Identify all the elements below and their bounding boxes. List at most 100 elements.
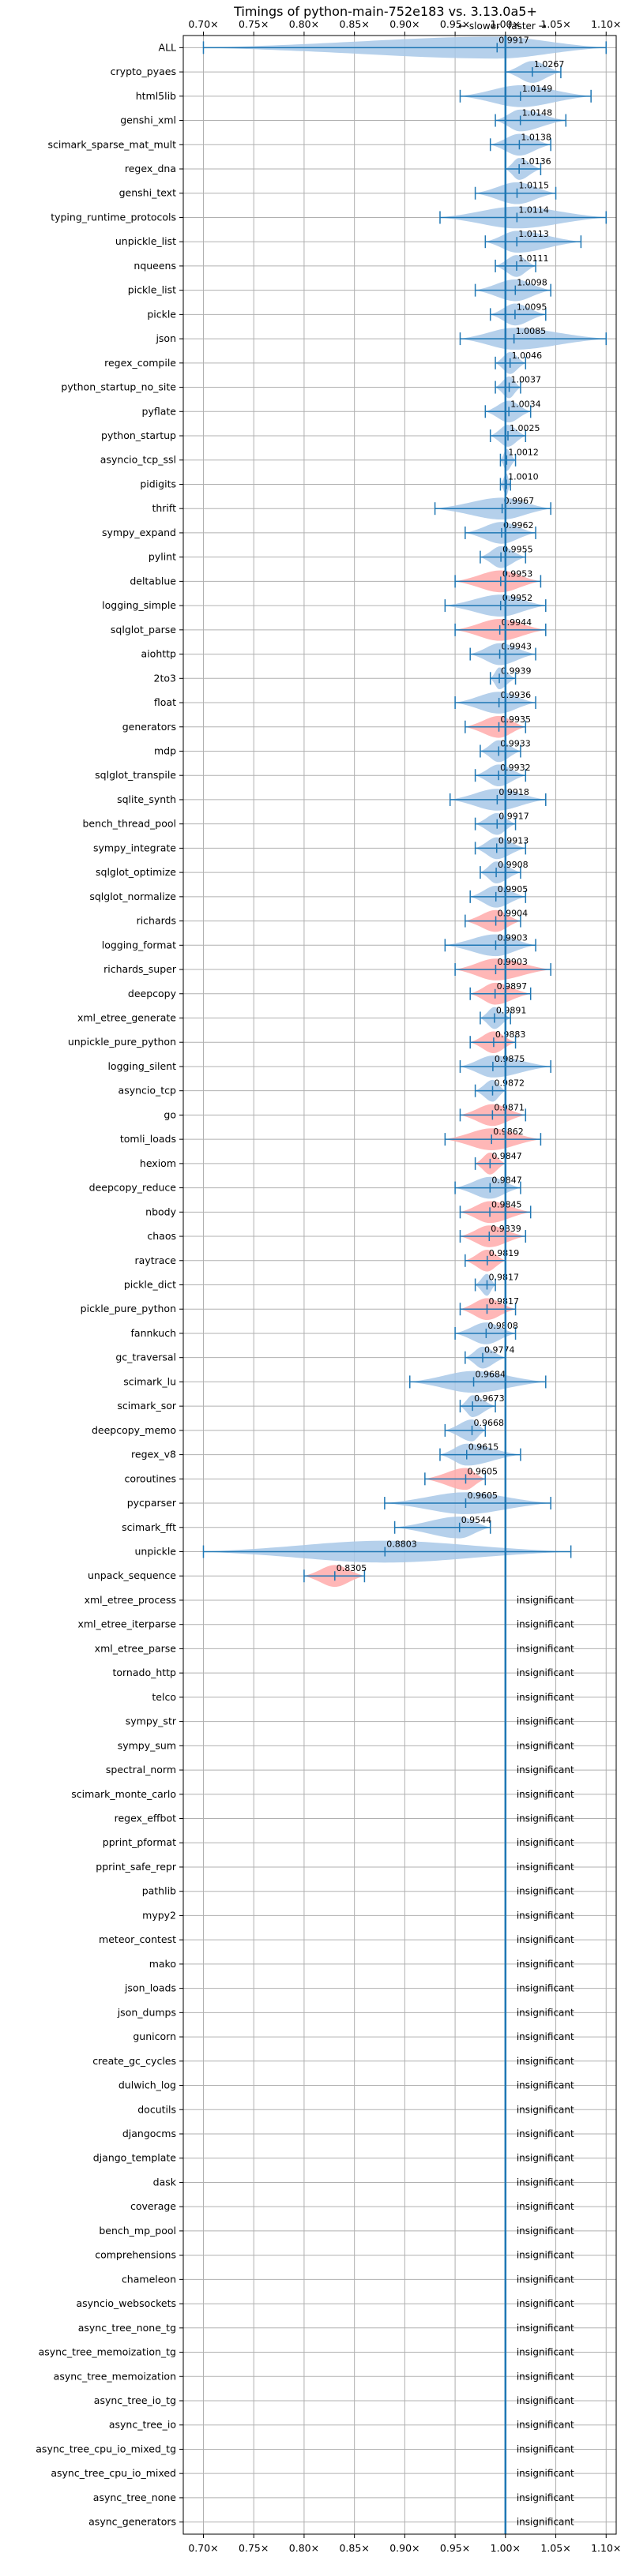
category-label: pickle bbox=[147, 308, 176, 320]
category-label: richards_super bbox=[103, 963, 177, 975]
x-tick-label-top: 1.05× bbox=[540, 18, 570, 30]
category-label: regex_compile bbox=[104, 357, 176, 369]
category-label: asyncio_websockets bbox=[76, 2297, 176, 2309]
category-label: crypto_pyaes bbox=[111, 66, 176, 77]
category-label: djangocms bbox=[122, 2128, 176, 2139]
insignificant-label: insignificant bbox=[517, 1886, 574, 1897]
category-label: pickle_dict bbox=[124, 1279, 176, 1291]
x-tick-label-bottom: 0.80× bbox=[289, 2542, 319, 2554]
value-label: 1.0095 bbox=[517, 302, 547, 312]
insignificant-label: insignificant bbox=[517, 1595, 574, 1606]
value-label: 1.0136 bbox=[521, 156, 551, 167]
category-label: html5lib bbox=[136, 90, 176, 102]
insignificant-label: insignificant bbox=[517, 2225, 574, 2237]
value-label: 0.9952 bbox=[502, 593, 533, 603]
category-label: sqlite_synth bbox=[117, 793, 176, 805]
category-label: gc_traversal bbox=[115, 1352, 176, 1363]
category-label: nbody bbox=[145, 1206, 176, 1217]
category-label: async_tree_none bbox=[93, 2492, 177, 2503]
value-label: 0.9615 bbox=[468, 1442, 499, 1453]
value-label: 0.9847 bbox=[491, 1151, 522, 1161]
category-label: regex_dna bbox=[125, 163, 176, 174]
category-label: xml_etree_iterparse bbox=[77, 1618, 176, 1630]
value-label: 0.9808 bbox=[487, 1321, 518, 1331]
insignificant-label: insignificant bbox=[517, 2080, 574, 2091]
insignificant-label: insignificant bbox=[517, 1813, 574, 1824]
value-label: 0.9917 bbox=[498, 812, 529, 822]
insignificant-label: insignificant bbox=[517, 2371, 574, 2382]
category-label: deepcopy_memo bbox=[92, 1424, 176, 1436]
value-label: 0.9935 bbox=[501, 714, 532, 725]
insignificant-label: insignificant bbox=[517, 1667, 574, 1678]
value-label: 0.9605 bbox=[467, 1466, 498, 1476]
x-tick-label-bottom: 0.85× bbox=[339, 2542, 369, 2554]
category-label: coroutines bbox=[125, 1472, 176, 1484]
x-tick-label-bottom: 0.70× bbox=[188, 2542, 218, 2554]
category-label: scimark_fft bbox=[122, 1521, 176, 1533]
category-label: sympy_integrate bbox=[93, 842, 176, 853]
category-label: sympy_sum bbox=[118, 1739, 176, 1751]
category-label: json_dumps bbox=[117, 2006, 176, 2018]
category-label: tomli_loads bbox=[120, 1133, 176, 1145]
category-label: logging_format bbox=[102, 939, 176, 951]
x-tick-label-top: 0.75× bbox=[239, 18, 269, 30]
category-label: typing_runtime_protocols bbox=[51, 211, 176, 223]
category-label: pickle_pure_python bbox=[81, 1303, 176, 1314]
category-label: chameleon bbox=[122, 2273, 176, 2285]
value-label: 1.0114 bbox=[518, 204, 549, 215]
value-label: 0.9684 bbox=[476, 1369, 506, 1379]
category-label: xml_etree_parse bbox=[95, 1642, 177, 1654]
insignificant-label: insignificant bbox=[517, 2201, 574, 2212]
value-label: 0.9875 bbox=[495, 1054, 525, 1064]
category-label: mdp bbox=[154, 744, 176, 756]
faster-direction-label: faster → bbox=[508, 21, 547, 32]
value-label: 0.9943 bbox=[502, 642, 532, 652]
value-label: 0.9819 bbox=[489, 1248, 520, 1258]
value-label: 0.9774 bbox=[484, 1345, 515, 1355]
x-tick-label-bottom: 1.10× bbox=[591, 2542, 621, 2554]
insignificant-label: insignificant bbox=[517, 2007, 574, 2018]
category-label: json_loads bbox=[124, 1982, 176, 1994]
category-label: thrift bbox=[152, 502, 176, 514]
category-label: sympy_expand bbox=[102, 527, 176, 538]
value-label: 0.9962 bbox=[503, 520, 534, 531]
value-label: 1.0267 bbox=[534, 59, 565, 69]
category-label: asyncio_tcp_ssl bbox=[100, 454, 176, 466]
value-label: 0.9936 bbox=[501, 690, 532, 700]
category-label: scimark_sparse_mat_mult bbox=[48, 138, 177, 150]
category-label: bench_thread_pool bbox=[82, 818, 176, 830]
value-label: 0.9817 bbox=[488, 1296, 519, 1307]
category-label: create_gc_cycles bbox=[92, 2055, 176, 2067]
insignificant-label: insignificant bbox=[517, 2250, 574, 2261]
value-label: 0.9668 bbox=[474, 1418, 505, 1428]
insignificant-label: insignificant bbox=[517, 1643, 574, 1654]
insignificant-label: insignificant bbox=[517, 2347, 574, 2358]
category-label: pprint_pformat bbox=[103, 1836, 176, 1848]
insignificant-label: insignificant bbox=[517, 2128, 574, 2139]
x-tick-label-top: 1.10× bbox=[591, 18, 621, 30]
insignificant-label: insignificant bbox=[517, 1619, 574, 1630]
category-label: async_tree_memoization bbox=[54, 2370, 176, 2382]
category-label: float bbox=[154, 696, 176, 708]
category-label: pylint bbox=[149, 551, 176, 563]
insignificant-label: insignificant bbox=[517, 2443, 574, 2454]
value-label: 0.9897 bbox=[497, 981, 528, 992]
value-label: 0.9673 bbox=[474, 1393, 505, 1404]
value-label: 0.8803 bbox=[386, 1539, 417, 1550]
value-label: 1.0113 bbox=[518, 229, 549, 239]
value-label: 0.9932 bbox=[500, 763, 531, 773]
value-label: 0.9913 bbox=[498, 835, 529, 846]
category-label: unpickle bbox=[134, 1546, 176, 1558]
x-tick-label-top: 0.85× bbox=[339, 18, 369, 30]
category-label: comprehensions bbox=[95, 2249, 176, 2261]
category-label: dask bbox=[153, 2176, 177, 2188]
category-label: sqlglot_optimize bbox=[96, 866, 176, 878]
category-label: dulwich_log bbox=[118, 2079, 176, 2091]
value-label: 1.0012 bbox=[508, 448, 539, 458]
value-label: 0.9605 bbox=[467, 1490, 498, 1501]
insignificant-label: insignificant bbox=[517, 1959, 574, 1970]
category-label: fannkuch bbox=[131, 1327, 176, 1339]
value-label: 0.9817 bbox=[488, 1273, 519, 1283]
